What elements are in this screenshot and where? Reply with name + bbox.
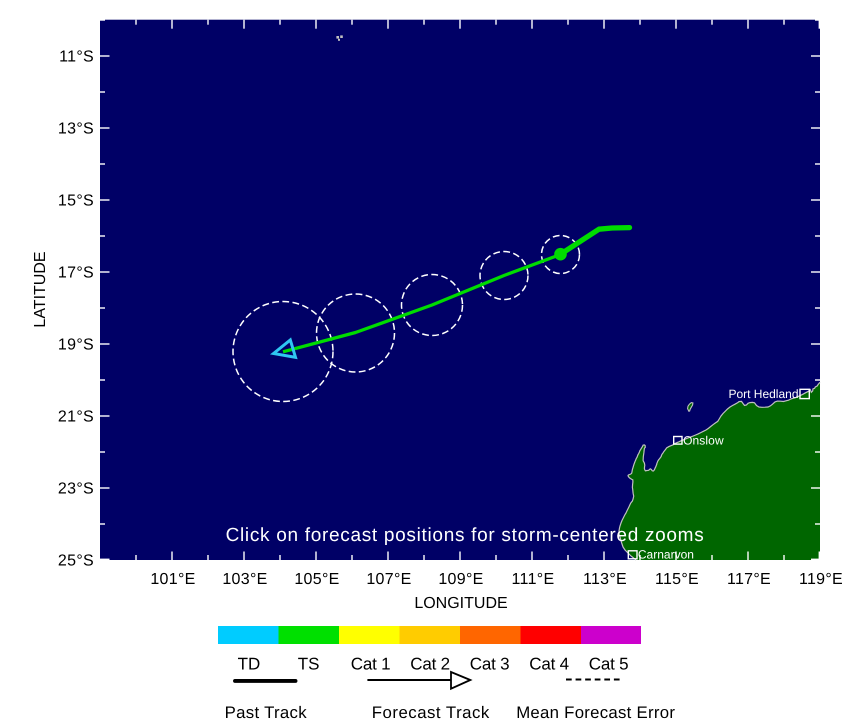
svg-text:19°S: 19°S	[58, 337, 94, 354]
svg-text:105°E: 105°E	[294, 571, 339, 588]
svg-text:103°E: 103°E	[222, 571, 267, 588]
svg-text:15°S: 15°S	[58, 193, 94, 210]
svg-text:11°S: 11°S	[59, 49, 94, 66]
svg-text:Cat 3: Cat 3	[470, 654, 510, 673]
svg-text:Cat 4: Cat 4	[529, 654, 569, 673]
svg-text:113°E: 113°E	[583, 571, 627, 588]
svg-text:107°E: 107°E	[366, 571, 411, 588]
svg-text:119°E: 119°E	[799, 571, 843, 588]
svg-text:Past Track: Past Track	[225, 703, 308, 720]
svg-text:TS: TS	[298, 654, 320, 673]
svg-text:115°E: 115°E	[655, 571, 699, 588]
svg-text:25°S: 25°S	[58, 553, 94, 570]
svg-text:LONGITUDE: LONGITUDE	[414, 595, 507, 612]
svg-text:109°E: 109°E	[438, 571, 483, 588]
svg-text:Mean Forecast Error: Mean Forecast Error	[516, 703, 675, 720]
svg-text:Cat 5: Cat 5	[589, 654, 629, 673]
svg-text:111°E: 111°E	[512, 571, 555, 588]
svg-text:101°E: 101°E	[150, 571, 195, 588]
svg-text:Carnarvon: Carnarvon	[638, 548, 694, 562]
svg-text:117°E: 117°E	[727, 571, 771, 588]
svg-text:TD: TD	[238, 654, 261, 673]
svg-text:Cat 1: Cat 1	[351, 654, 391, 673]
svg-text:23°S: 23°S	[58, 481, 94, 498]
svg-text:Port Hedland: Port Hedland	[728, 387, 798, 401]
svg-text:Forecast Track: Forecast Track	[372, 703, 490, 720]
svg-text:LATITUDE: LATITUDE	[32, 251, 49, 327]
svg-text:Click on forecast positions fo: Click on forecast positions for storm-ce…	[226, 525, 705, 546]
svg-text:17°S: 17°S	[58, 265, 94, 282]
svg-text:13°S: 13°S	[58, 121, 94, 138]
svg-text:21°S: 21°S	[58, 409, 94, 426]
svg-text:Onslow: Onslow	[683, 434, 724, 448]
svg-text:Cat 2: Cat 2	[410, 654, 450, 673]
